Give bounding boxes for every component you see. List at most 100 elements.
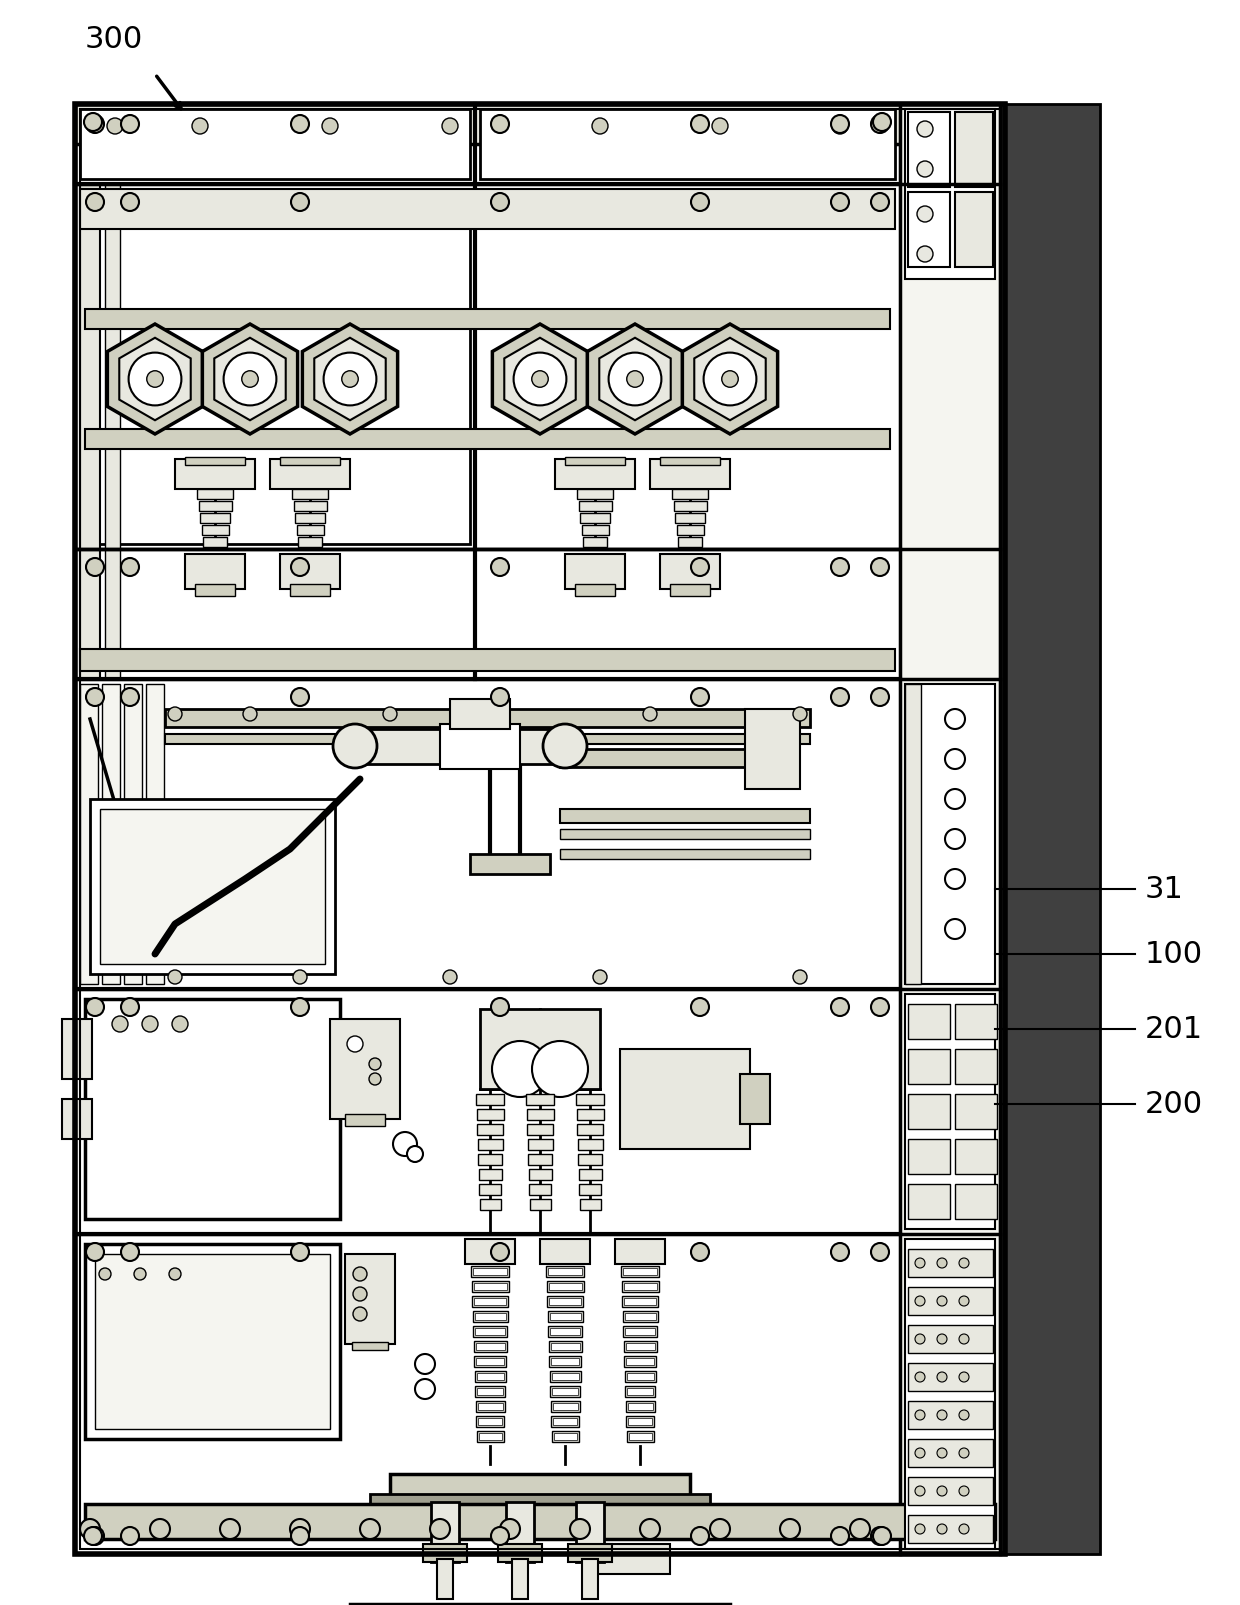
Bar [86,310,890,329]
Circle shape [122,689,139,706]
Circle shape [342,371,358,388]
Circle shape [290,1518,310,1539]
Bar [908,112,950,188]
Circle shape [937,1525,947,1534]
Circle shape [918,122,932,138]
Circle shape [86,689,104,706]
Circle shape [870,559,889,576]
Circle shape [167,971,182,984]
Bar [472,1268,507,1276]
Circle shape [291,194,309,212]
Circle shape [937,1334,947,1343]
Bar [908,1095,950,1130]
Bar [621,1266,658,1278]
Polygon shape [588,324,683,435]
Bar [62,1099,92,1140]
Circle shape [415,1379,435,1400]
Bar [432,1502,459,1562]
Circle shape [84,1526,102,1546]
Circle shape [81,1518,100,1539]
Circle shape [712,119,728,135]
Bar [551,1416,579,1427]
Bar [450,700,510,730]
Bar [498,1544,542,1562]
Bar [476,1095,503,1106]
Bar [560,809,810,823]
Circle shape [112,1016,128,1032]
Circle shape [915,1258,925,1268]
Circle shape [491,1244,508,1262]
Bar [577,1124,603,1135]
Bar [124,685,143,984]
Bar [908,1477,993,1505]
Circle shape [937,1372,947,1382]
Bar [908,1287,993,1314]
Bar [476,1416,503,1427]
Bar [745,709,800,790]
Circle shape [945,709,965,730]
Bar [86,430,890,449]
Circle shape [291,998,309,1016]
Circle shape [291,689,309,706]
Circle shape [86,1526,104,1546]
Bar [474,1284,507,1290]
Circle shape [831,194,849,212]
Bar [74,549,900,679]
Circle shape [491,1526,508,1546]
Bar [660,457,720,465]
Bar [908,1050,950,1085]
Bar [203,538,227,547]
Circle shape [780,1518,800,1539]
Bar [477,1403,503,1411]
Bar [579,1184,601,1196]
Bar [105,185,120,1554]
Circle shape [920,1518,940,1539]
Circle shape [918,207,932,223]
Circle shape [832,119,848,135]
Bar [548,1326,582,1337]
Bar [74,679,900,989]
Circle shape [291,1244,309,1262]
Bar [624,1356,656,1367]
Bar [551,1371,582,1382]
Circle shape [915,1486,925,1496]
Bar [626,1358,653,1366]
Bar [905,685,921,984]
Bar [578,1154,601,1165]
Bar [627,1374,653,1380]
Bar [81,685,98,984]
Bar [553,1403,578,1411]
Bar [200,514,229,523]
Bar [74,104,1004,1554]
Bar [440,724,520,769]
Bar [565,555,625,589]
Circle shape [945,750,965,769]
Bar [548,1268,582,1276]
Bar [165,735,810,745]
Bar [575,584,615,597]
Bar [625,1371,656,1382]
Bar [81,650,895,671]
Circle shape [532,371,548,388]
Circle shape [703,353,756,406]
Bar [672,490,708,499]
Circle shape [915,1411,925,1420]
Circle shape [430,1518,450,1539]
Bar [476,1358,503,1366]
Circle shape [150,1518,170,1539]
Bar [480,1199,501,1210]
Bar [622,1297,658,1306]
Bar [81,109,999,1549]
Circle shape [870,689,889,706]
Circle shape [122,559,139,576]
Bar [295,514,325,523]
Bar [102,685,120,984]
Bar [552,1374,579,1380]
Bar [62,1019,92,1079]
Bar [81,189,895,230]
Circle shape [831,689,849,706]
Bar [955,112,993,188]
Bar [546,1266,584,1278]
Bar [528,1140,553,1151]
Bar [474,1298,506,1305]
